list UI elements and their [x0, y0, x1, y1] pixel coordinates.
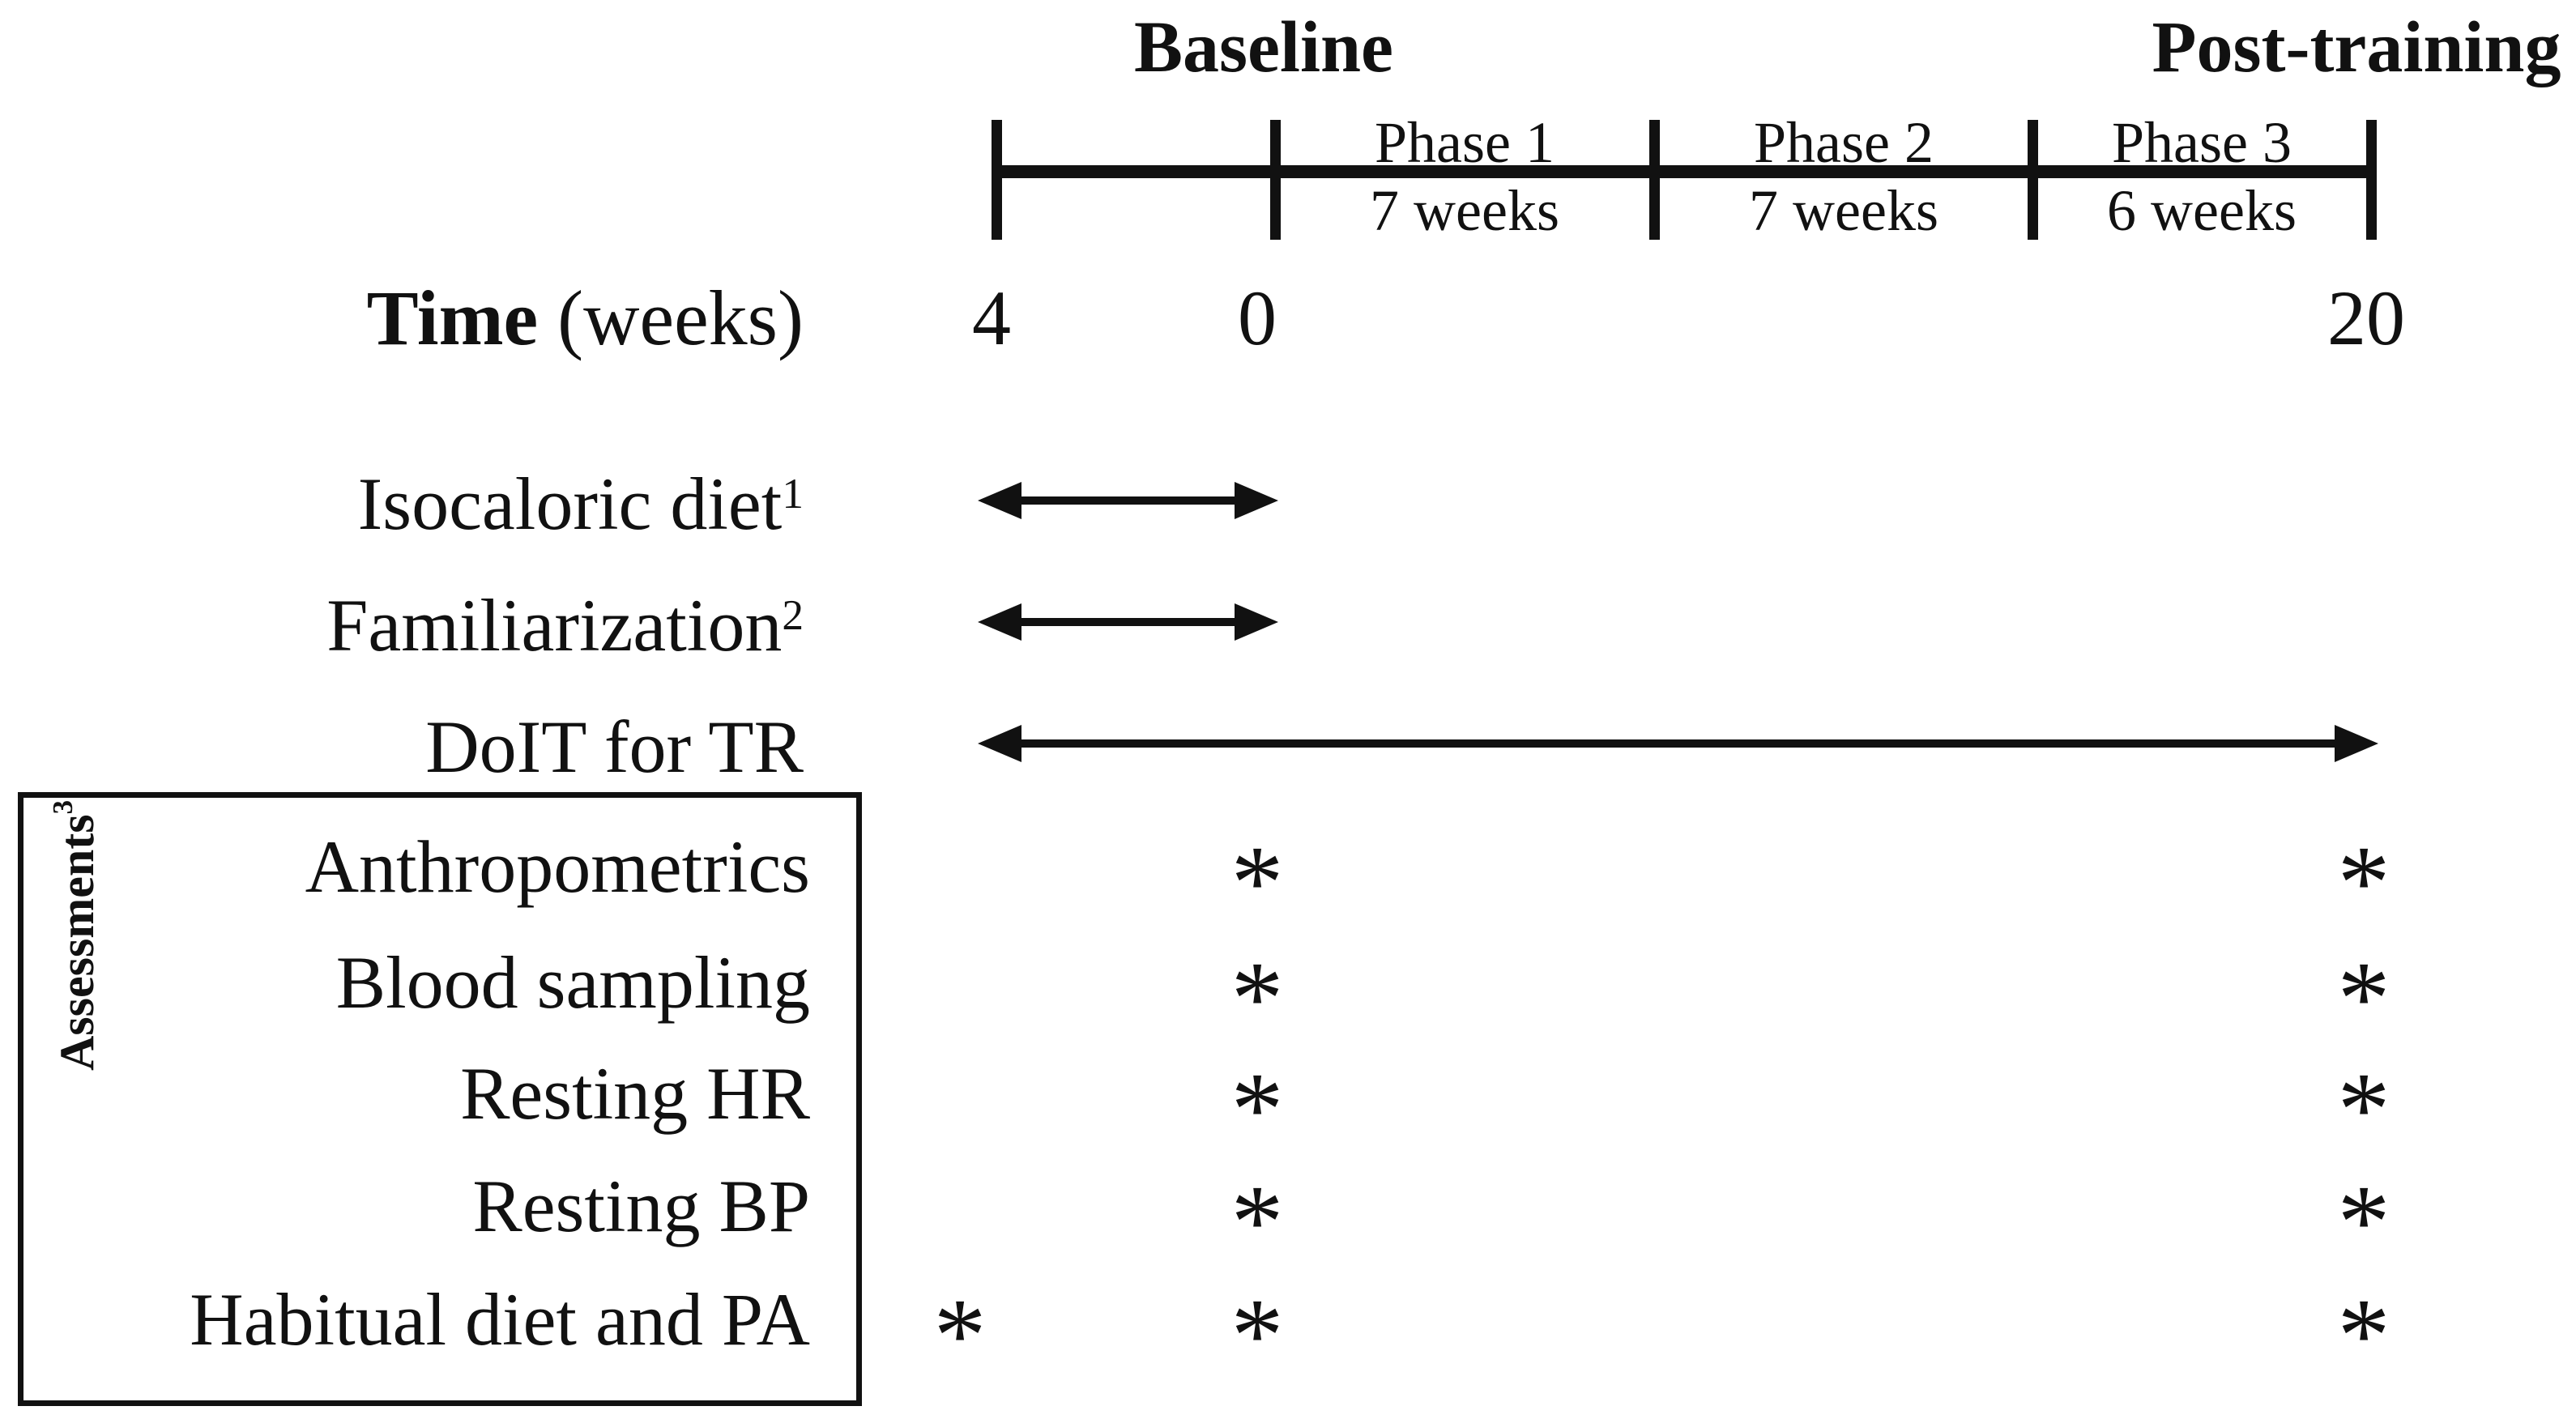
- phase3-label: Phase 3: [2112, 110, 2292, 175]
- assessment-marker: *: [2337, 1164, 2390, 1281]
- timeline-tick-week20: [2366, 120, 2377, 240]
- isocaloric-diet-arrow: [978, 482, 1278, 519]
- assessments-box-label-footnote: 3: [46, 799, 79, 815]
- assessment-marker: *: [2337, 940, 2390, 1057]
- assessment-marker: *: [1230, 1051, 1284, 1168]
- timeline-tick-week-minus4: [992, 120, 1002, 240]
- assessment-marker: *: [1230, 940, 1284, 1057]
- familiarization-label: Familiarization2: [326, 588, 804, 663]
- assessment-marker: *: [2337, 825, 2390, 941]
- doit-for-tr-arrow: [978, 725, 2378, 762]
- baseline-title: Baseline: [1133, 7, 1393, 87]
- time-axis-label: Time (weeks): [367, 279, 804, 357]
- assessments-box-label: Assessments 3: [36, 660, 117, 1211]
- phase3-duration: 6 weeks: [2107, 178, 2297, 243]
- familiarization-text: Familiarization: [326, 584, 783, 667]
- time-axis-label-units: (weeks): [538, 275, 804, 361]
- post-training-title: Post-training: [2152, 7, 2561, 87]
- time-tick-label-0: 0: [1238, 275, 1277, 361]
- phase1-label: Phase 1: [1375, 110, 1555, 175]
- timeline-tick-week0: [1270, 120, 1281, 240]
- assessment-marker: *: [2337, 1277, 2390, 1394]
- assessment-marker: *: [1230, 1277, 1284, 1394]
- assessment-item-resting-hr: Resting HR: [460, 1052, 810, 1135]
- time-tick-label-4: 4: [972, 275, 1011, 361]
- phase2-duration: 7 weeks: [1749, 178, 1938, 243]
- time-axis-label-bold: Time: [366, 275, 539, 361]
- phase1-duration: 7 weeks: [1370, 178, 1559, 243]
- assessment-item-habitual-diet-pa: Habitual diet and PA: [190, 1278, 810, 1361]
- isocaloric-diet-label: Isocaloric diet1: [358, 467, 804, 541]
- timeline-tick-phase1-end: [1649, 120, 1660, 240]
- assessments-box: [18, 792, 862, 1406]
- assessment-marker: *: [933, 1277, 987, 1394]
- assessment-marker: *: [2337, 1051, 2390, 1168]
- timeline-tick-phase2-end: [2028, 120, 2038, 240]
- isocaloric-diet-text: Isocaloric diet: [357, 462, 783, 545]
- assessments-box-label-text: Assessments: [50, 814, 104, 1072]
- assessment-item-anthropometrics: Anthropometrics: [305, 825, 810, 908]
- assessment-item-blood-sampling: Blood sampling: [335, 941, 810, 1024]
- familiarization-footnote: 2: [782, 590, 804, 640]
- assessment-item-resting-bp: Resting BP: [472, 1165, 810, 1247]
- assessment-marker: *: [1230, 825, 1284, 941]
- isocaloric-diet-footnote: 1: [782, 469, 804, 518]
- phase2-label: Phase 2: [1754, 110, 1934, 175]
- time-tick-label-20: 20: [2327, 275, 2405, 361]
- doit-for-tr-label: DoIT for TR: [425, 710, 804, 784]
- familiarization-arrow: [978, 603, 1278, 641]
- assessment-marker: *: [1230, 1164, 1284, 1281]
- doit-for-tr-text: DoIT for TR: [425, 705, 804, 788]
